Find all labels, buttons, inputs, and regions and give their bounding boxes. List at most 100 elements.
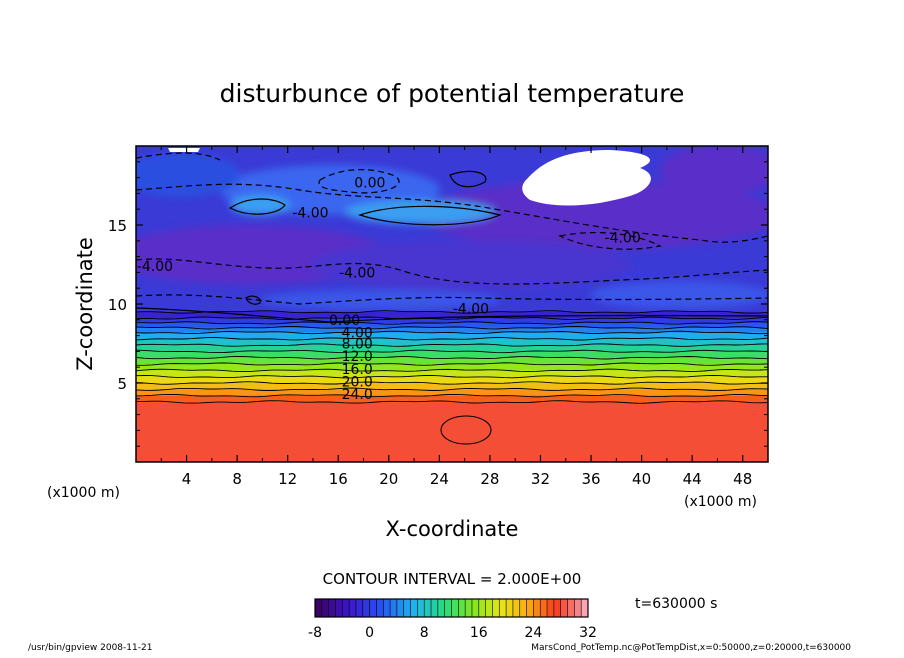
colorbar-cell: [417, 599, 425, 617]
colorbar-ticks: -8 0 8 16 24 32: [308, 625, 597, 641]
contour-band: [136, 370, 768, 378]
y-tick-label: 5: [117, 375, 127, 393]
contour-band: [136, 376, 768, 384]
colorbar-cell: [349, 599, 357, 617]
contour-band: [136, 364, 768, 371]
time-label: t=630000 s: [635, 596, 717, 612]
contour-label: 0.00: [354, 175, 385, 191]
contour-line: [136, 400, 768, 404]
contour-line: [136, 330, 768, 335]
contour-line: [136, 343, 768, 347]
contour-line: [136, 368, 768, 373]
colorbar-cell: [574, 599, 582, 617]
colorbar-cell: [403, 599, 411, 617]
colorbar-cell: [342, 599, 350, 617]
y-tick-label: 10: [108, 296, 127, 314]
chart-title: disturbunce of potential temperature: [220, 79, 685, 108]
colorbar-cell: [567, 599, 575, 617]
contour-line: [136, 393, 768, 398]
x-tick-label: 16: [329, 470, 348, 488]
contour-bands: [136, 310, 768, 462]
contour-label: -4.00: [453, 302, 489, 318]
colorbar-cell: [512, 599, 521, 617]
contour-interval: CONTOUR INTERVAL = 2.000E+00: [323, 570, 582, 588]
contour-band: [136, 322, 768, 329]
bottom-layer: [136, 401, 768, 462]
contour-label: 12.0: [342, 349, 373, 365]
colorbar-cell: [560, 599, 568, 617]
y-axis-ticks: 5 10 15: [108, 161, 768, 447]
colorbar-cell: [335, 599, 343, 617]
footer-right: MarsCond_PotTemp.nc@PotTempDist,x=0:5000…: [531, 643, 851, 653]
colorbar-cell: [540, 599, 548, 617]
contour-label: -4.00: [339, 265, 375, 281]
colorbar-cell: [444, 599, 452, 617]
colorbar-cell: [553, 599, 562, 617]
contour-band: [136, 327, 768, 333]
contour-line: [136, 374, 768, 379]
colorbar-cell: [478, 599, 487, 617]
x-tick-label: 48: [733, 470, 752, 488]
contour-label: 16.0: [342, 362, 373, 378]
colorbar-cell: [437, 599, 446, 617]
contour-band: [136, 357, 768, 365]
colorbar-cell: [492, 599, 500, 617]
contour-line: [136, 387, 768, 392]
contour-label: 4.00: [342, 325, 373, 341]
contour-label: -4.00: [292, 205, 328, 221]
colorbar-tick-label: 0: [365, 625, 374, 641]
colorbar-cell: [547, 599, 555, 617]
white-patch-small: [168, 148, 200, 152]
contour-band: [136, 311, 768, 319]
colorbar-cell: [581, 599, 589, 617]
colorbar-cell: [424, 599, 432, 617]
contour-label: -4.00: [605, 231, 641, 247]
x-tick-label: 28: [480, 470, 499, 488]
contour-band: [136, 318, 768, 324]
colorbar-cell: [485, 599, 493, 617]
upper-dashed-contours: [136, 152, 768, 305]
colorbar-cell: [506, 599, 514, 617]
contour-line: [136, 310, 768, 314]
x-tick-label: 40: [632, 470, 651, 488]
x-tick-label: 44: [683, 470, 702, 488]
colorbar-cell: [410, 599, 418, 617]
x-tick-label: 24: [430, 470, 449, 488]
colorbar-cell: [451, 599, 459, 617]
colorbar: [315, 599, 589, 617]
contour-line: [136, 337, 768, 341]
colorbar-cell: [328, 599, 336, 617]
colorbar-cell: [376, 599, 384, 617]
upper-contours: [136, 170, 768, 323]
colorbar-cell: [383, 599, 391, 617]
colorbar-cell: [396, 599, 405, 617]
contour-band: [136, 345, 768, 352]
colorbar-cell: [465, 599, 473, 617]
colorbar-frame: [314, 598, 589, 618]
x-tick-label: 8: [232, 470, 242, 488]
colorbar-cell: [321, 599, 330, 617]
x-axis-ticks: 4 8 12 16 20 24 28 32 36 40 44 48: [160, 146, 752, 488]
contour-line: [136, 316, 768, 320]
contour-line: [136, 349, 768, 354]
colorbar-tick-label: 16: [470, 625, 488, 641]
contour-line: [136, 356, 768, 360]
colorbar-cell: [526, 599, 534, 617]
contour-label: 24.0: [342, 387, 373, 403]
colorbar-cell: [390, 599, 398, 617]
x-unit-right: (x1000 m): [684, 494, 757, 510]
footer-left: /usr/bin/gpview 2008-11-21: [28, 643, 152, 653]
x-tick-label: 36: [581, 470, 600, 488]
colorbar-cell: [499, 599, 507, 617]
contour-line: [136, 362, 768, 366]
white-patch: [522, 150, 651, 206]
contour-line: [136, 381, 768, 385]
colorbar-tick-label: 24: [524, 625, 542, 641]
y-tick-label: 15: [108, 217, 127, 235]
contour-line: [136, 325, 768, 330]
x-tick-label: 20: [379, 470, 398, 488]
contour-band: [136, 395, 768, 403]
colorbar-cell: [471, 599, 480, 617]
contour-labels: 0.00-4.00-4.00-4.00 -4.00-4.000.004.008.0…: [137, 175, 641, 403]
plot-area: 0.00-4.00-4.00-4.00 -4.00-4.000.004.008.0…: [136, 146, 768, 462]
